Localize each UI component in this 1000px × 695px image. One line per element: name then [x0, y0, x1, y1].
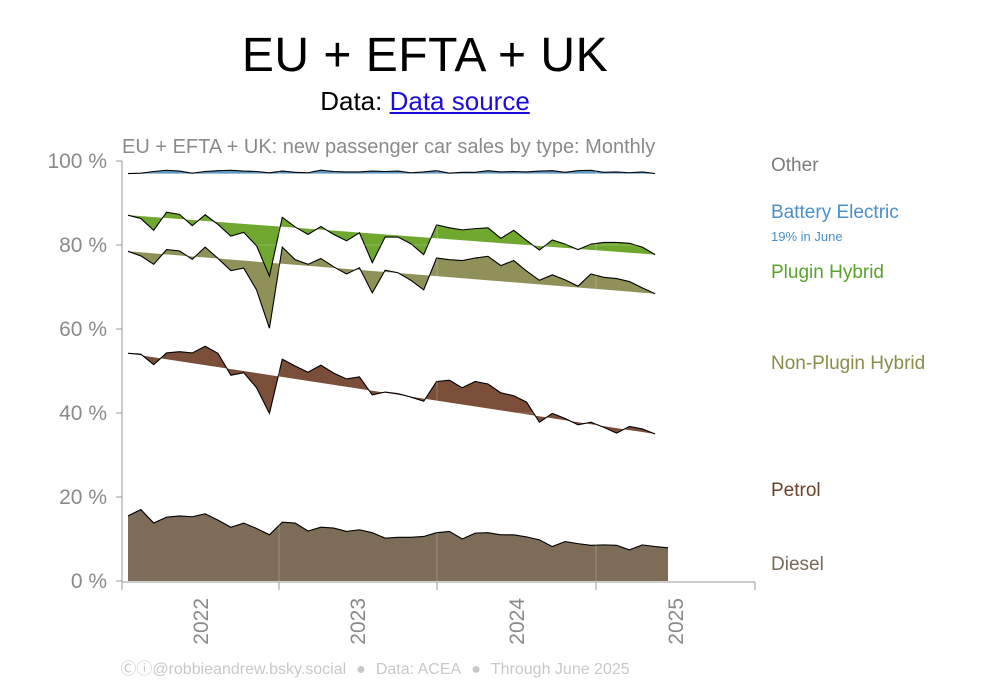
footer-separator: ●: [356, 661, 366, 678]
boundary-line-petrol: [127, 345, 656, 435]
y-tick-label: 80 %: [59, 234, 107, 257]
legend-plugin-hybrid: Plugin Hybrid: [771, 262, 884, 283]
y-tick-label: 60 %: [59, 318, 107, 341]
y-tick-label: 100 %: [47, 150, 107, 173]
y-tick-label: 40 %: [59, 402, 107, 425]
boundary-line-battery-electric: [127, 169, 656, 175]
footer-handle[interactable]: Ⓒⓘ@robbieandrew.bsky.social: [120, 661, 347, 678]
x-tick-label: 2022: [190, 598, 213, 645]
y-tick-label: 0 %: [71, 570, 107, 593]
boundary-line-plugin-hybrid: [127, 211, 656, 278]
area-non-plugin-hybrid: [128, 247, 656, 329]
x-tick-label: 2025: [665, 598, 688, 645]
page-title: EU + EFTA + UK: [241, 29, 609, 82]
boundary-line-diesel: [127, 508, 669, 551]
area-petrol: [128, 346, 656, 434]
footer-data-credit: Data: ACEA: [375, 661, 462, 678]
boundary-line-non-plugin-hybrid: [127, 245, 656, 329]
area-plugin-hybrid: [128, 212, 656, 277]
x-tick-label: 2024: [506, 598, 529, 645]
footer: Ⓒⓘ@robbieandrew.bsky.social ● Data: ACEA ● T…: [0, 655, 750, 679]
legend-battery-electric: Battery Electric: [771, 202, 899, 223]
area-diesel: [128, 509, 668, 581]
chart-title: EU + EFTA + UK: new passenger car sales …: [122, 136, 656, 158]
data-source-link[interactable]: Data source: [389, 86, 530, 116]
y-tick-label: 20 %: [59, 486, 107, 509]
page-subtitle: Data: Data source: [0, 86, 850, 117]
legend-other: Other: [771, 155, 819, 176]
subtitle-prefix: Data:: [320, 86, 390, 116]
x-tick-label: 2023: [347, 598, 370, 645]
footer-through-date: Through June 2025: [490, 661, 630, 678]
legend-petrol: Petrol: [771, 480, 821, 501]
legend-battery-electric-note: 19% in June: [771, 229, 843, 244]
area-battery-electric: [128, 170, 656, 174]
footer-separator: ●: [471, 661, 481, 678]
legend-diesel: Diesel: [771, 554, 824, 575]
legend-non-plugin-hybrid: Non-Plugin Hybrid: [771, 353, 926, 374]
